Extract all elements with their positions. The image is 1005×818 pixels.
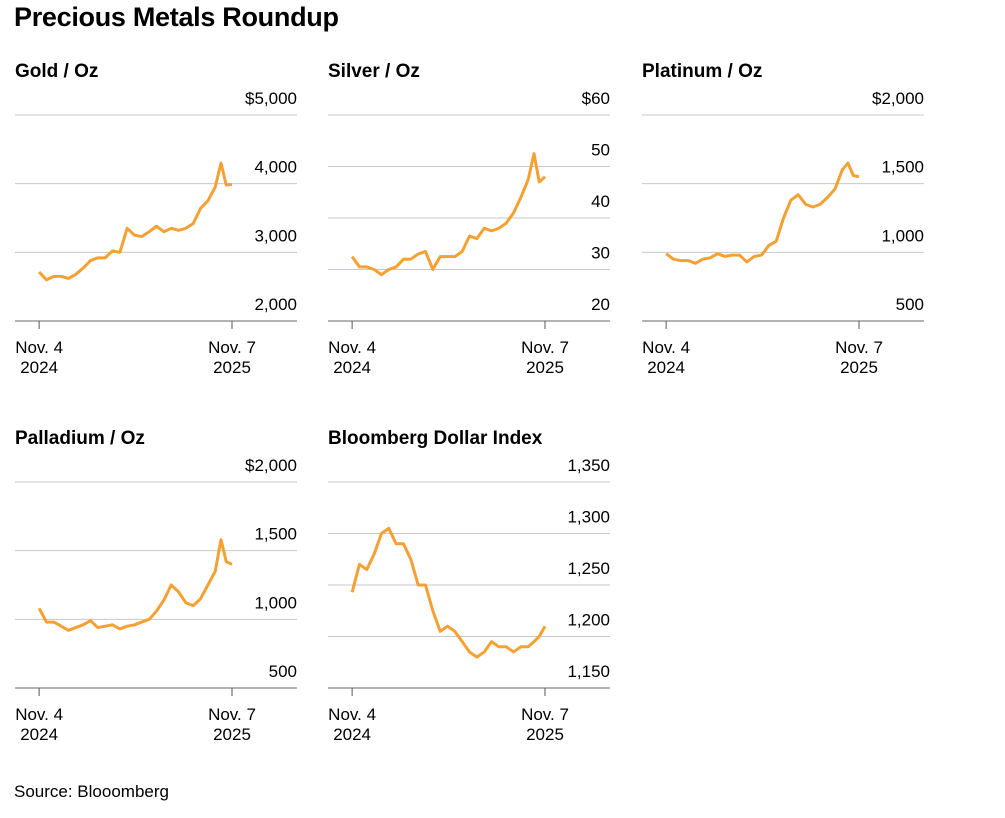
chart-title: Bloomberg Dollar Index [328, 428, 543, 449]
y-tick-label: 1,250 [567, 559, 610, 578]
y-tick-label: 1,500 [881, 158, 924, 177]
y-tick-label: 1,350 [567, 456, 610, 475]
y-tick-label: 4,000 [254, 158, 297, 177]
page-title: Precious Metals Roundup [14, 2, 339, 32]
chart-title: Gold / Oz [15, 61, 98, 82]
chart-title: Platinum / Oz [642, 61, 762, 82]
x-tick-label: Nov. 4 2024 [15, 705, 64, 744]
y-tick-label: $60 [582, 89, 610, 108]
y-tick-label: 500 [896, 295, 924, 314]
y-tick-label: 1,150 [567, 662, 610, 681]
x-tick-label: Nov. 4 2024 [328, 705, 377, 744]
y-tick-label: $2,000 [872, 89, 924, 108]
y-tick-label: 1,000 [881, 226, 924, 245]
source-note: Source: Blooomberg [14, 782, 169, 801]
price-line [350, 152, 546, 277]
y-tick-label: 1,500 [254, 525, 297, 544]
x-tick-label: Nov. 7 2025 [521, 705, 569, 744]
chart-title: Palladium / Oz [15, 428, 145, 449]
chart-title: Silver / Oz [328, 61, 420, 82]
x-tick-label: Nov. 4 2024 [15, 338, 64, 377]
x-tick-label: Nov. 7 2025 [521, 338, 569, 377]
x-tick-label: Nov. 7 2025 [208, 338, 256, 377]
y-tick-label: $2,000 [245, 456, 297, 475]
price-line [665, 161, 860, 265]
y-tick-label: 1,200 [567, 611, 610, 630]
y-tick-label: 50 [591, 141, 610, 160]
y-tick-label: 3,000 [254, 226, 297, 245]
y-tick-label: 2,000 [254, 295, 297, 314]
x-tick-label: Nov. 4 2024 [642, 338, 691, 377]
price-line [38, 161, 233, 282]
y-tick-label: $5,000 [245, 89, 297, 108]
x-tick-label: Nov. 4 2024 [328, 338, 377, 377]
y-tick-label: 20 [591, 295, 610, 314]
y-tick-label: 30 [591, 244, 610, 263]
y-tick-label: 1,000 [254, 593, 297, 612]
y-tick-label: 1,300 [567, 508, 610, 527]
y-tick-label: 40 [591, 192, 610, 211]
x-tick-label: Nov. 7 2025 [208, 705, 256, 744]
x-tick-label: Nov. 7 2025 [835, 338, 883, 377]
price-line [350, 526, 547, 659]
y-tick-label: 500 [269, 662, 297, 681]
price-line [37, 538, 233, 632]
